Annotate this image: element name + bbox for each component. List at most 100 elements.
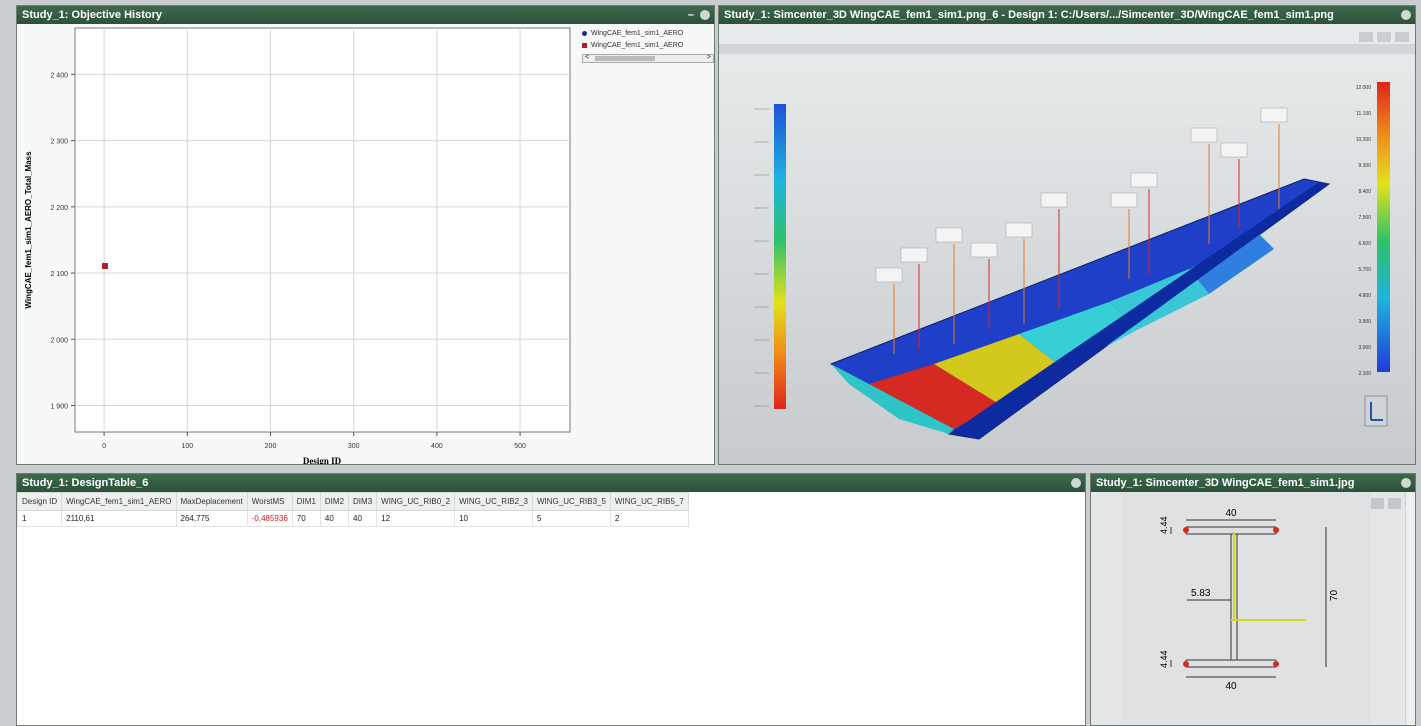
design-table-title: Study_1: DesignTable_6 <box>22 477 149 489</box>
view-toolbar-button[interactable] <box>1377 32 1391 42</box>
table-cell[interactable]: 70 <box>291 510 321 527</box>
table-cell[interactable]: 2110,61 <box>61 510 177 527</box>
chart-grid <box>75 28 570 432</box>
column-header[interactable]: WING_UC_RIB2_3 <box>454 492 533 511</box>
legend-scroll-thumb[interactable] <box>595 56 655 61</box>
x-tick-label: 0 <box>102 443 106 450</box>
dim-height-label: 70 <box>1329 589 1340 601</box>
legend-scrollbar[interactable]: < > <box>582 54 714 63</box>
objective-history-title: Study_1: Objective History <box>22 9 162 21</box>
colorbar-label: 5.700 <box>1358 267 1371 273</box>
left-colorbar-ticks <box>754 108 769 407</box>
x-tick-label: 100 <box>181 443 193 450</box>
column-header[interactable]: DIM3 <box>348 492 378 511</box>
y-tick-label: 2 300 <box>50 139 68 146</box>
colorbar-label: 6.600 <box>1358 241 1371 247</box>
fit-icon[interactable] <box>1388 498 1401 509</box>
colorbar-label: 3.000 <box>1358 345 1371 351</box>
table-cell[interactable]: 5 <box>532 510 611 527</box>
column-header[interactable]: DIM1 <box>291 492 321 511</box>
colorbar-label: 4.800 <box>1358 293 1371 299</box>
load-label-box <box>1260 107 1288 123</box>
panel-options-icon[interactable] <box>1401 478 1411 488</box>
view-toolbar-button[interactable] <box>1395 32 1409 42</box>
table-cell[interactable]: 1 <box>17 510 63 527</box>
column-header[interactable]: DIM2 <box>319 492 350 511</box>
table-cell[interactable]: 2 <box>609 510 689 527</box>
column-header[interactable]: WING_UC_RIB5_7 <box>609 492 689 511</box>
table-cell[interactable]: -0,485936 <box>246 510 293 527</box>
column-header[interactable]: Design ID <box>17 492 63 511</box>
objective-history-chart[interactable]: 0 100 200 300 400 500 1 900 2 000 2 100 2 200 2 30… <box>17 24 715 465</box>
load-label-box <box>1190 127 1218 143</box>
panel-options-icon[interactable] <box>1401 10 1411 20</box>
legend-item-1[interactable]: WingCAE_fem1_sim1_AERO <box>582 30 714 37</box>
view-toolbar-button[interactable] <box>1359 32 1373 42</box>
square-marker-icon <box>582 43 587 48</box>
view-title-bar: Study_1: Simcenter_3D WingCAE_fem1_sim1.… <box>719 6 1415 24</box>
section-scrollbar[interactable] <box>1405 492 1415 725</box>
section-title: Study_1: Simcenter_3D WingCAE_fem1_sim1.… <box>1096 477 1355 489</box>
column-header[interactable]: WING_UC_RIB3_5 <box>532 492 611 511</box>
colorbar-label: 10.200 <box>1356 137 1372 143</box>
image-toolbar <box>1371 498 1401 509</box>
y-tick-label: 2 100 <box>50 271 68 278</box>
load-label-box <box>1005 222 1033 238</box>
design-table: Design ID WingCAE_fem1_sim1_AERO MaxDeplac… <box>17 492 689 527</box>
y-tick-label: 2 200 <box>50 205 68 212</box>
load-label-box <box>875 267 903 283</box>
load-label-box <box>1110 192 1138 208</box>
legend-label-1: WingCAE_fem1_sim1_AERO <box>591 30 684 37</box>
load-label-box <box>1040 192 1068 208</box>
right-colorbar-labels: 12.000 11.100 10.200 9.300 8.400 7.500 6.600 5.… <box>1356 85 1372 377</box>
chart-ticks: 0 100 200 300 400 500 1 900 2 000 2 100 2 200 2 30… <box>50 72 526 450</box>
table-header-row: Design ID WingCAE_fem1_sim1_AERO MaxDeplac… <box>17 492 689 511</box>
chart-legend: WingCAE_fem1_sim1_AERO WingCAE_fem1_sim1… <box>582 30 714 68</box>
table-cell[interactable]: 12 <box>376 510 456 527</box>
circle-marker-icon <box>582 31 587 36</box>
legend-label-2: WingCAE_fem1_sim1_AERO <box>591 42 684 49</box>
load-label-box <box>935 227 963 243</box>
y-axis-label: WingCAE_fem1_sim1_AERO_Total_Mass <box>24 151 33 309</box>
column-header[interactable]: WorstMS <box>246 492 293 511</box>
minimize-button[interactable]: – <box>687 9 694 21</box>
wing-fem-render[interactable]: 12.000 11.100 10.200 9.300 8.400 7.500 6.600 5.… <box>719 24 1416 465</box>
colorbar-label: 9.300 <box>1358 163 1371 169</box>
colorbar-label: 2.100 <box>1358 371 1371 377</box>
table-cell[interactable]: 40 <box>348 510 378 527</box>
right-colorbar <box>1377 82 1390 372</box>
legend-item-2[interactable]: WingCAE_fem1_sim1_AERO <box>582 42 714 49</box>
colorbar-label: 11.100 <box>1356 111 1371 117</box>
objective-history-panel: Study_1: Objective History – 0 100 200 300 4… <box>16 5 715 465</box>
wing-mesh <box>829 178 1331 440</box>
scroll-left-button[interactable]: < <box>585 54 590 61</box>
dim-web-label: 5.83 <box>1191 588 1211 599</box>
column-header[interactable]: WingCAE_fem1_sim1_AERO <box>61 492 177 511</box>
design-table-panel: Study_1: DesignTable_6 Design ID WingCAE_… <box>16 473 1086 726</box>
zoom-icon[interactable] <box>1371 498 1384 509</box>
panel-options-icon[interactable] <box>700 10 710 20</box>
colorbar-label: 3.900 <box>1358 319 1371 325</box>
panel-options-icon[interactable] <box>1071 478 1081 488</box>
objective-history-title-bar: Study_1: Objective History – <box>17 6 714 24</box>
table-cell[interactable]: 10 <box>454 510 533 527</box>
load-annotation-lines <box>875 107 1288 354</box>
view-header-strip <box>719 44 1415 54</box>
x-tick-label: 200 <box>265 443 277 450</box>
load-label-box <box>970 242 998 258</box>
view-title: Study_1: Simcenter_3D WingCAE_fem1_sim1.… <box>724 9 1334 21</box>
scroll-right-button[interactable]: > <box>706 54 711 61</box>
x-tick-label: 500 <box>514 443 526 450</box>
table-cell[interactable]: 264,775 <box>175 510 248 527</box>
y-tick-label: 2 000 <box>50 337 68 344</box>
x-tick-label: 400 <box>431 443 443 450</box>
i-beam-section-drawing[interactable]: 40 40 70 5.83 4.44 4.44 <box>1091 492 1407 726</box>
column-header[interactable]: WING_UC_RIB0_2 <box>376 492 456 511</box>
column-header[interactable]: MaxDeplacement <box>175 492 248 511</box>
x-tick-label: 300 <box>348 443 360 450</box>
y-tick-label: 1 900 <box>50 404 68 411</box>
table-row[interactable]: 1 2110,61 264,775 -0,485936 70 40 40 12 10 5 2 <box>17 510 689 527</box>
dim-flange-top-label: 4.44 <box>1159 516 1169 534</box>
data-point <box>101 263 108 270</box>
table-cell[interactable]: 40 <box>319 510 350 527</box>
